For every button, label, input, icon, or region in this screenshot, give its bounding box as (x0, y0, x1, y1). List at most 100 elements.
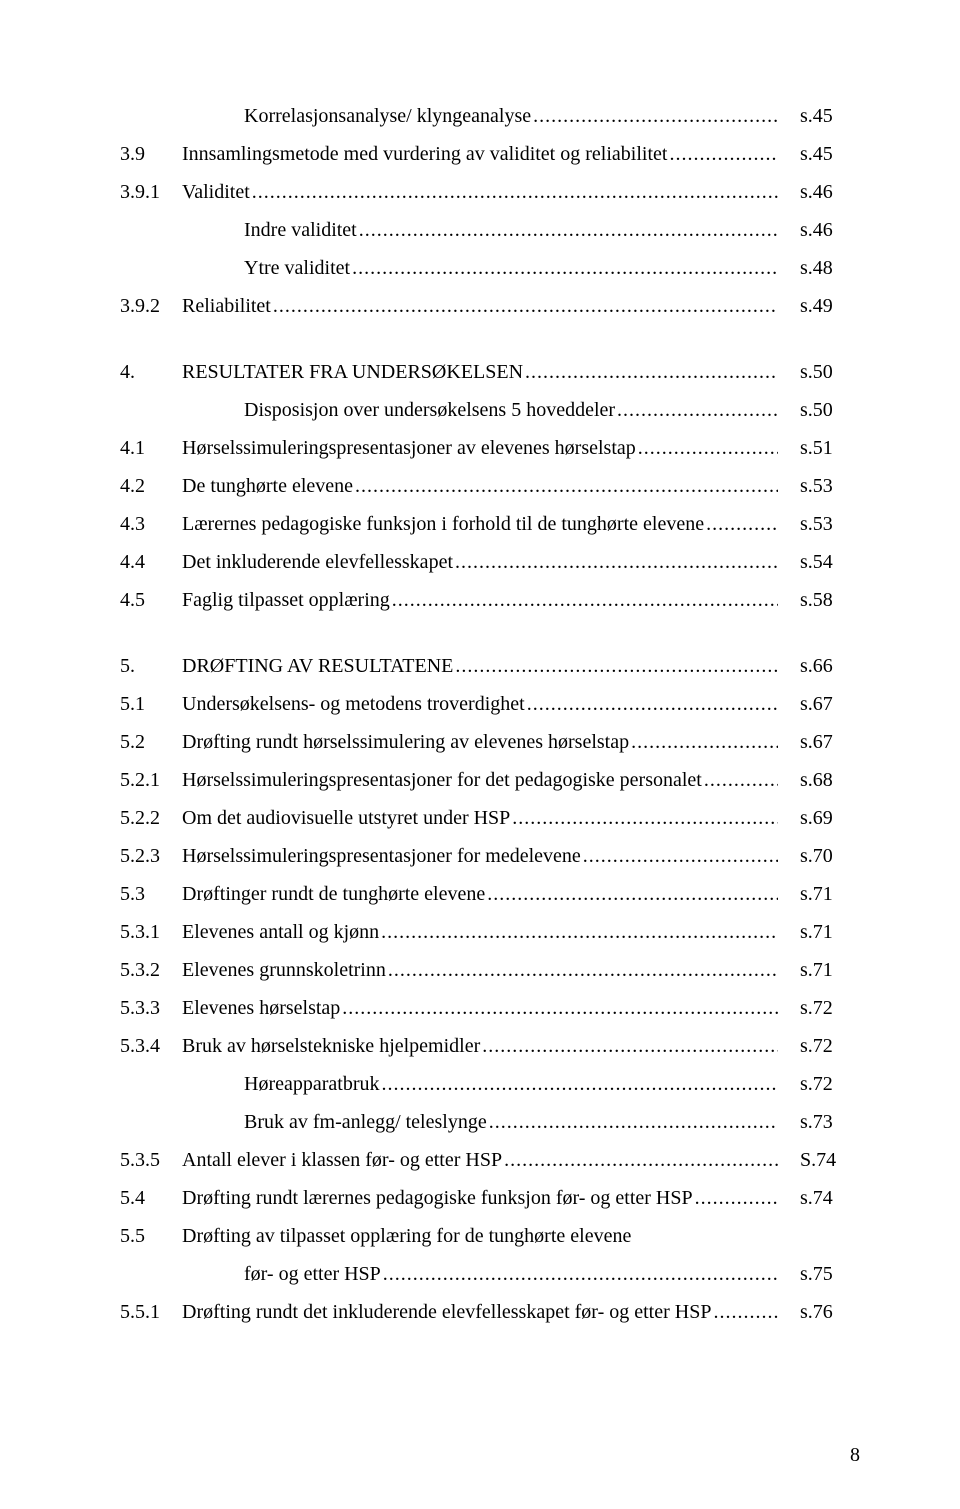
toc-row: 5.3.2Elevenes grunnskoletrinn...........… (120, 954, 860, 986)
toc-leader: ........................................… (711, 1296, 778, 1328)
toc-title-cell: RESULTATER FRA UNDERSØKELSEN............… (182, 356, 782, 388)
toc-page: s.67 (782, 688, 860, 720)
toc-title: Drøfting rundt hørselssimulering av elev… (182, 726, 629, 758)
toc-page: s.46 (782, 214, 860, 246)
toc-title-cell: Det inkluderende elevfellesskapet.......… (182, 546, 782, 578)
toc-page: s.46 (782, 176, 860, 208)
toc-title: RESULTATER FRA UNDERSØKELSEN (182, 356, 523, 388)
toc-page: s.72 (782, 1030, 860, 1062)
toc-title: Hørselssimuleringspresentasjoner for med… (182, 840, 581, 872)
toc-title-cell: Faglig tilpasset opplæring..............… (182, 584, 782, 616)
toc-title-cell: Ytre validitet..........................… (244, 252, 782, 284)
toc-title-cell: Hørselssimuleringspresentasjoner for det… (182, 764, 782, 796)
toc-row: 4.1Hørselssimuleringspresentasjoner av e… (120, 432, 860, 464)
toc-leader: ........................................… (629, 726, 778, 758)
toc-leader: ........................................… (667, 138, 778, 170)
toc-title-cell: Hørselssimuleringspresentasjoner av elev… (182, 432, 782, 464)
toc-number: 4.2 (120, 470, 182, 502)
toc-page: s.72 (782, 1068, 860, 1100)
toc-row: 5.2.2Om det audiovisuelle utstyret under… (120, 802, 860, 834)
toc-title-cell: Drøfting rundt lærernes pedagogiske funk… (182, 1182, 782, 1214)
toc-leader: ........................................… (381, 1258, 778, 1290)
toc-title-cell: Bruk av fm-anlegg/ teleslynge...........… (244, 1106, 782, 1138)
table-of-contents: Korrelasjonsanalyse/ klyngeanalyse......… (120, 100, 860, 1328)
document-page: Korrelasjonsanalyse/ klyngeanalyse......… (0, 0, 960, 1509)
toc-leader: ........................................… (453, 650, 778, 682)
toc-title: Drøfting av tilpasset opplæring for de t… (182, 1220, 631, 1252)
toc-title-cell: Reliabilitet............................… (182, 290, 782, 322)
toc-row: 3.9.1Validitet..........................… (120, 176, 860, 208)
toc-leader: ........................................… (350, 252, 778, 284)
toc-title: Hørselssimuleringspresentasjoner av elev… (182, 432, 636, 464)
toc-title: Korrelasjonsanalyse/ klyngeanalyse (244, 100, 531, 132)
toc-leader: ........................................… (453, 546, 778, 578)
toc-row: 5.2Drøfting rundt hørselssimulering av e… (120, 726, 860, 758)
toc-page: s.53 (782, 470, 860, 502)
toc-number: 3.9.1 (120, 176, 182, 208)
toc-leader: ........................................… (636, 432, 778, 464)
toc-page: s.73 (782, 1106, 860, 1138)
toc-leader: ........................................… (510, 802, 778, 834)
toc-leader: ........................................… (485, 878, 778, 910)
toc-leader: ........................................… (340, 992, 778, 1024)
toc-row: Høreapparatbruk.........................… (120, 1068, 860, 1100)
toc-row: Bruk av fm-anlegg/ teleslynge...........… (120, 1106, 860, 1138)
toc-title: Det inkluderende elevfellesskapet (182, 546, 453, 578)
toc-row: 5.3.4Bruk av hørselstekniske hjelpemidle… (120, 1030, 860, 1062)
toc-number: 5. (120, 650, 182, 682)
toc-page: s.71 (782, 878, 860, 910)
toc-title-cell: Innsamlingsmetode med vurdering av valid… (182, 138, 782, 170)
toc-title-cell: før- og etter HSP.......................… (244, 1258, 782, 1290)
toc-leader: ........................................… (693, 1182, 778, 1214)
toc-number: 5.2.3 (120, 840, 182, 872)
toc-number: 4. (120, 356, 182, 388)
section-spacer (120, 328, 860, 356)
toc-title: Undersøkelsens- og metodens troverdighet (182, 688, 525, 720)
toc-title: Ytre validitet (244, 252, 350, 284)
toc-title-cell: Elevenes hørselstap.....................… (182, 992, 782, 1024)
toc-number: 5.5 (120, 1220, 182, 1252)
toc-page: s.76 (782, 1296, 860, 1328)
toc-title: Disposisjon over undersøkelsens 5 hovedd… (244, 394, 615, 426)
toc-row: 5.3Drøftinger rundt de tunghørte elevene… (120, 878, 860, 910)
toc-page: s.75 (782, 1258, 860, 1290)
toc-page: s.49 (782, 290, 860, 322)
toc-leader: ........................................… (250, 176, 778, 208)
page-number: 8 (850, 1439, 860, 1471)
toc-leader: ........................................… (357, 214, 778, 246)
toc-leader: ........................................… (353, 470, 778, 502)
toc-title: Reliabilitet (182, 290, 271, 322)
toc-title: Drøftinger rundt de tunghørte elevene (182, 878, 485, 910)
toc-number: 5.3.3 (120, 992, 182, 1024)
toc-row: 5.3.5Antall elever i klassen før- og ett… (120, 1144, 860, 1176)
toc-number: 3.9 (120, 138, 182, 170)
toc-leader: ........................................… (379, 916, 778, 948)
toc-title-cell: Antall elever i klassen før- og etter HS… (182, 1144, 782, 1176)
toc-row: 4.RESULTATER FRA UNDERSØKELSEN..........… (120, 356, 860, 388)
toc-number: 4.3 (120, 508, 182, 540)
toc-title: Validitet (182, 176, 250, 208)
toc-row: Ytre validitet..........................… (120, 252, 860, 284)
toc-number: 5.3.1 (120, 916, 182, 948)
toc-title: Lærernes pedagogiske funksjon i forhold … (182, 508, 704, 540)
toc-page: s.50 (782, 356, 860, 388)
toc-number: 5.3.2 (120, 954, 182, 986)
toc-title-cell: Elevenes grunnskoletrinn................… (182, 954, 782, 986)
toc-title-cell: Drøfting rundt hørselssimulering av elev… (182, 726, 782, 758)
toc-title: Indre validitet (244, 214, 357, 246)
toc-page: s.69 (782, 802, 860, 834)
toc-title: før- og etter HSP (244, 1258, 381, 1290)
toc-row: 3.9Innsamlingsmetode med vurdering av va… (120, 138, 860, 170)
toc-page: s.50 (782, 394, 860, 426)
toc-title: Faglig tilpasset opplæring (182, 584, 390, 616)
toc-page: s.68 (782, 764, 860, 796)
toc-title: Om det audiovisuelle utstyret under HSP (182, 802, 510, 834)
toc-leader: ........................................… (390, 584, 778, 616)
toc-number: 4.1 (120, 432, 182, 464)
toc-row: 5.3.1Elevenes antall og kjønn...........… (120, 916, 860, 948)
toc-page: s.71 (782, 916, 860, 948)
toc-page: s.71 (782, 954, 860, 986)
toc-title-cell: Korrelasjonsanalyse/ klyngeanalyse......… (244, 100, 782, 132)
toc-leader: ........................................… (581, 840, 778, 872)
toc-number: 5.2 (120, 726, 182, 758)
